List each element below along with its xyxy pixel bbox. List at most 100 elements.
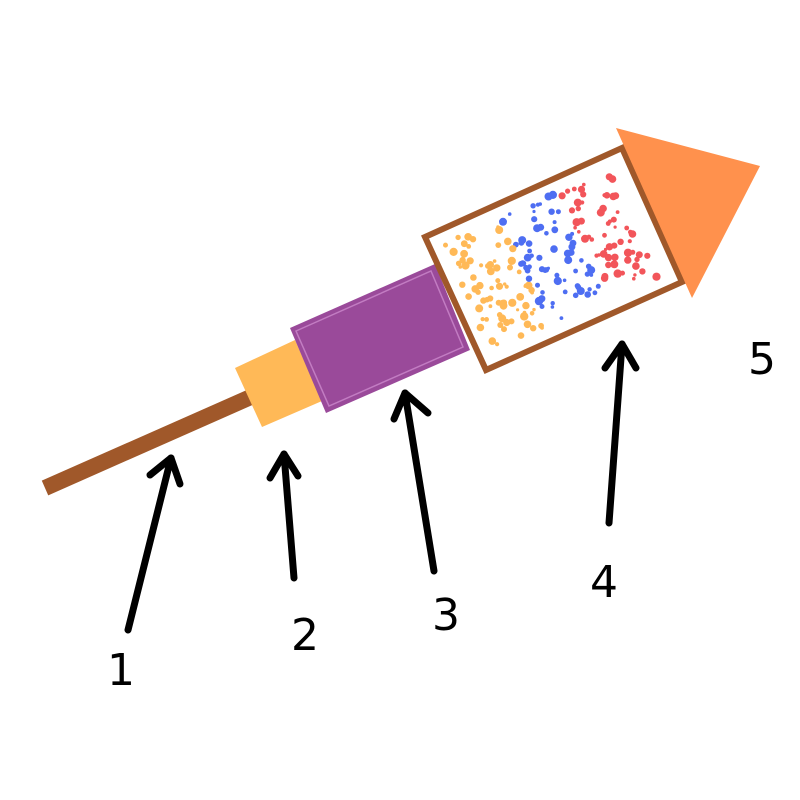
- star-dot: [495, 242, 502, 249]
- star-dot: [499, 217, 507, 226]
- star-dot: [492, 259, 497, 263]
- star-dot: [562, 278, 567, 283]
- star-dot: [610, 260, 619, 269]
- star-dot: [459, 281, 466, 288]
- star-dot: [605, 261, 612, 269]
- star-dot: [550, 305, 555, 309]
- star-dot: [487, 295, 494, 302]
- star-dot: [501, 326, 507, 333]
- star-dot: [495, 278, 501, 284]
- star-dot: [476, 323, 485, 332]
- star-dot: [635, 251, 643, 259]
- star-dot: [476, 281, 484, 290]
- star-dot: [508, 298, 517, 307]
- star-dot: [604, 253, 613, 262]
- arrows: [124, 340, 640, 634]
- star-dot: [579, 258, 584, 263]
- star-dot: [564, 256, 573, 265]
- star-dot: [489, 285, 494, 291]
- star-dot: [535, 282, 540, 288]
- arrow-3: [390, 389, 438, 575]
- star-dot: [497, 322, 504, 328]
- label-3: 3: [432, 590, 460, 641]
- label-2: 2: [291, 610, 319, 661]
- star-dots: [443, 173, 661, 347]
- star-dot: [565, 188, 571, 194]
- nose-cone: [616, 128, 760, 298]
- star-dot: [548, 208, 555, 215]
- star-dot: [536, 254, 543, 261]
- star-dot: [592, 290, 598, 296]
- star-dot: [466, 257, 474, 265]
- star-dot: [573, 225, 577, 230]
- star-dot: [611, 253, 619, 261]
- star-dot: [551, 226, 559, 234]
- star-dot: [639, 268, 646, 275]
- star-dot: [587, 287, 592, 292]
- rocket-body-highlight: [295, 270, 464, 407]
- star-dot: [559, 316, 564, 320]
- star-dot: [520, 312, 529, 321]
- star-dot: [495, 299, 502, 306]
- star-dot: [563, 249, 572, 258]
- star-dot: [580, 200, 585, 205]
- star-dot: [544, 231, 549, 236]
- star-dot: [552, 220, 557, 225]
- star-dot: [550, 301, 555, 306]
- star-dot: [486, 267, 495, 276]
- star-dot: [627, 239, 632, 244]
- star-dot: [542, 267, 549, 273]
- star-dot: [555, 209, 561, 215]
- star-dot: [623, 248, 633, 257]
- star-dot: [573, 198, 582, 207]
- star-dot: [527, 248, 532, 254]
- star-dot: [479, 263, 484, 268]
- star-dot: [644, 252, 651, 259]
- star-dot: [484, 317, 489, 322]
- star-dot: [565, 233, 573, 241]
- rocket-body: [290, 264, 470, 413]
- star-dot: [455, 234, 461, 241]
- star-dot: [603, 192, 611, 199]
- star-dot: [516, 308, 520, 312]
- star-dot: [517, 332, 525, 339]
- star-dot: [605, 243, 614, 251]
- star-dot: [504, 237, 512, 246]
- star-dot: [495, 342, 500, 347]
- star-dot: [475, 289, 481, 295]
- star-dot: [523, 320, 532, 329]
- star-dot: [525, 275, 533, 282]
- star-dot: [652, 272, 661, 281]
- label-1: 1: [107, 645, 135, 696]
- star-dot: [550, 245, 558, 253]
- fuse: [235, 340, 322, 427]
- star-dot: [577, 230, 581, 234]
- star-dot: [465, 293, 472, 300]
- star-dot: [530, 203, 536, 209]
- star-dot: [461, 261, 470, 270]
- star-dot: [613, 225, 617, 229]
- star-dot: [624, 225, 630, 231]
- star-dot: [496, 312, 503, 318]
- star-dot: [507, 264, 513, 271]
- star-chamber-frame: [421, 144, 686, 374]
- star-dot: [602, 232, 607, 238]
- star-dot: [530, 325, 537, 332]
- star-dot: [525, 240, 533, 247]
- star-dot: [475, 304, 484, 313]
- star-dot: [595, 283, 601, 289]
- star-dot: [632, 276, 636, 281]
- star-dot: [507, 256, 516, 265]
- star-dot: [480, 317, 485, 322]
- star-dot: [524, 303, 530, 309]
- star-dot: [499, 301, 508, 310]
- star-dot: [509, 245, 517, 253]
- star-dot: [628, 230, 637, 238]
- star-dot: [488, 304, 493, 309]
- star-dot: [529, 253, 534, 258]
- star-dot: [466, 244, 472, 249]
- star-dot: [615, 210, 620, 215]
- arrow-1: [124, 454, 184, 634]
- star-dot: [585, 263, 592, 270]
- star-dot: [459, 256, 466, 264]
